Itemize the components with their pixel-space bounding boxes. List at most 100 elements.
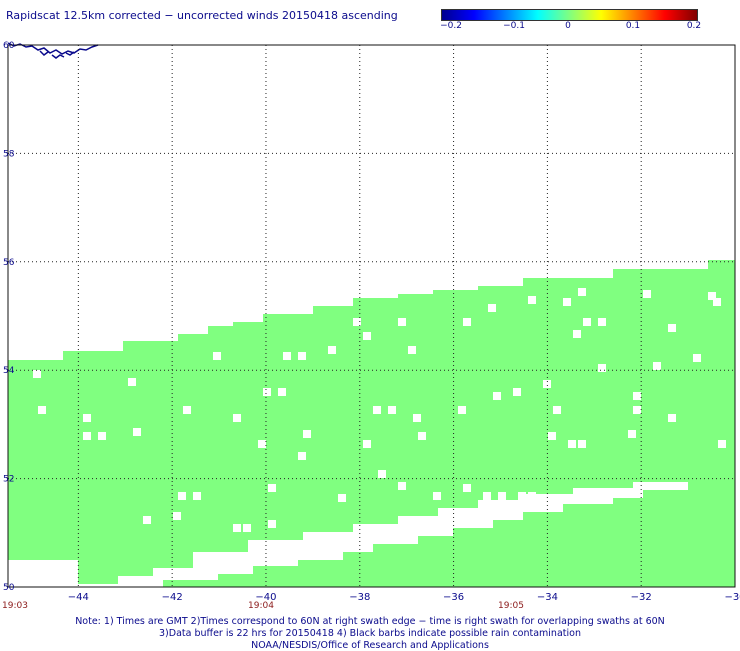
colorbar-tick: 0.2: [686, 21, 702, 31]
missing-cell: [418, 432, 426, 440]
missing-cell: [258, 440, 266, 448]
missing-cell: [573, 330, 581, 338]
missing-cell: [183, 406, 191, 414]
missing-cell: [378, 470, 386, 478]
missing-cell: [578, 440, 586, 448]
note-line-3: NOAA/NESDIS/Office of Research and Appli…: [251, 640, 489, 651]
missing-cell: [178, 492, 186, 500]
missing-cell: [433, 492, 441, 500]
missing-cell: [398, 318, 406, 326]
colorbar-tick: 0.1: [625, 21, 641, 31]
missing-cell: [488, 304, 496, 312]
missing-cell: [598, 318, 606, 326]
latitude-label: 58: [3, 149, 15, 159]
missing-cell: [98, 432, 106, 440]
greenland-coastline: [7, 42, 99, 59]
missing-cell: [173, 512, 181, 520]
missing-cell: [83, 414, 91, 422]
missing-cell: [668, 324, 676, 332]
missing-cell: [563, 298, 571, 306]
missing-cell: [708, 292, 716, 300]
missing-cell: [353, 318, 361, 326]
missing-cell: [643, 290, 651, 298]
swath-gap: [8, 482, 688, 587]
missing-cell: [363, 440, 371, 448]
longitude-label: −32: [631, 592, 652, 603]
map-title: Rapidscat 12.5km corrected − uncorrected…: [6, 9, 398, 22]
time-label: 19:05: [498, 601, 524, 611]
missing-cell: [463, 318, 471, 326]
swath-gap-band: [8, 482, 688, 587]
longitude-label: −30: [724, 592, 740, 603]
missing-cell: [543, 380, 551, 388]
missing-cell: [33, 370, 41, 378]
missing-cell: [268, 484, 276, 492]
missing-cell: [133, 428, 141, 436]
missing-cell: [278, 388, 286, 396]
longitude-label: −42: [162, 592, 183, 603]
colorbar: [441, 9, 698, 21]
missing-cell: [598, 364, 606, 372]
missing-cell: [303, 430, 311, 438]
missing-cell: [83, 432, 91, 440]
missing-cell: [143, 516, 151, 524]
longitude-label: −34: [537, 592, 558, 603]
missing-cell: [718, 440, 726, 448]
missing-cell: [463, 484, 471, 492]
missing-cell: [583, 318, 591, 326]
missing-cell: [408, 346, 416, 354]
missing-cell: [388, 406, 396, 414]
missing-cell: [213, 352, 221, 360]
missing-cell: [633, 392, 641, 400]
missing-cell: [193, 492, 201, 500]
missing-cell: [628, 430, 636, 438]
missing-cell: [713, 298, 721, 306]
missing-cell: [528, 296, 536, 304]
map-frame: [7, 44, 736, 588]
missing-cell: [633, 406, 641, 414]
latitude-label: 60: [3, 41, 15, 51]
longitude-labels: −44 −42 −40 −38 −36 −34 −32 −30: [68, 592, 740, 603]
missing-cell: [578, 288, 586, 296]
note-line-2: 3)Data buffer is 22 hrs for 20150418 4) …: [159, 628, 581, 639]
missing-cell: [283, 352, 291, 360]
missing-cell: [263, 388, 271, 396]
note-line-1: Note: 1) Times are GMT 2)Times correspon…: [75, 616, 665, 627]
longitude-label: −44: [68, 592, 89, 603]
longitude-label: −40: [255, 592, 276, 603]
missing-cell: [233, 524, 241, 532]
time-label: 19:03: [2, 601, 28, 611]
missing-cell: [548, 432, 556, 440]
missing-cell: [398, 482, 406, 490]
colorbar-tick: −0.2: [440, 21, 462, 31]
missing-cell: [233, 414, 241, 422]
colorbar-tick: 0: [565, 21, 571, 31]
missing-cell: [243, 524, 251, 532]
missing-cell: [338, 494, 346, 502]
missing-cell: [668, 414, 676, 422]
missing-cell: [513, 388, 521, 396]
latitude-label: 50: [3, 583, 15, 593]
missing-cell: [413, 414, 421, 422]
time-label: 19:04: [248, 601, 274, 611]
missing-cell: [498, 492, 506, 500]
missing-cell: [38, 406, 46, 414]
missing-cell: [458, 406, 466, 414]
missing-cell: [128, 378, 136, 386]
latitude-label: 54: [3, 366, 15, 376]
missing-data-cells: [33, 288, 726, 532]
missing-cell: [328, 346, 336, 354]
colorbar-tick: −0.1: [503, 21, 525, 31]
missing-cell: [363, 332, 371, 340]
missing-cell: [298, 352, 306, 360]
missing-cell: [493, 392, 501, 400]
latitude-label: 52: [3, 475, 14, 485]
latitude-label: 56: [3, 258, 15, 268]
missing-cell: [268, 520, 276, 528]
missing-cell: [373, 406, 381, 414]
missing-cell: [568, 440, 576, 448]
longitude-label: −36: [443, 592, 464, 603]
latitude-labels: 60 58 56 54 52 50: [3, 41, 15, 593]
longitude-label: −38: [349, 592, 370, 603]
